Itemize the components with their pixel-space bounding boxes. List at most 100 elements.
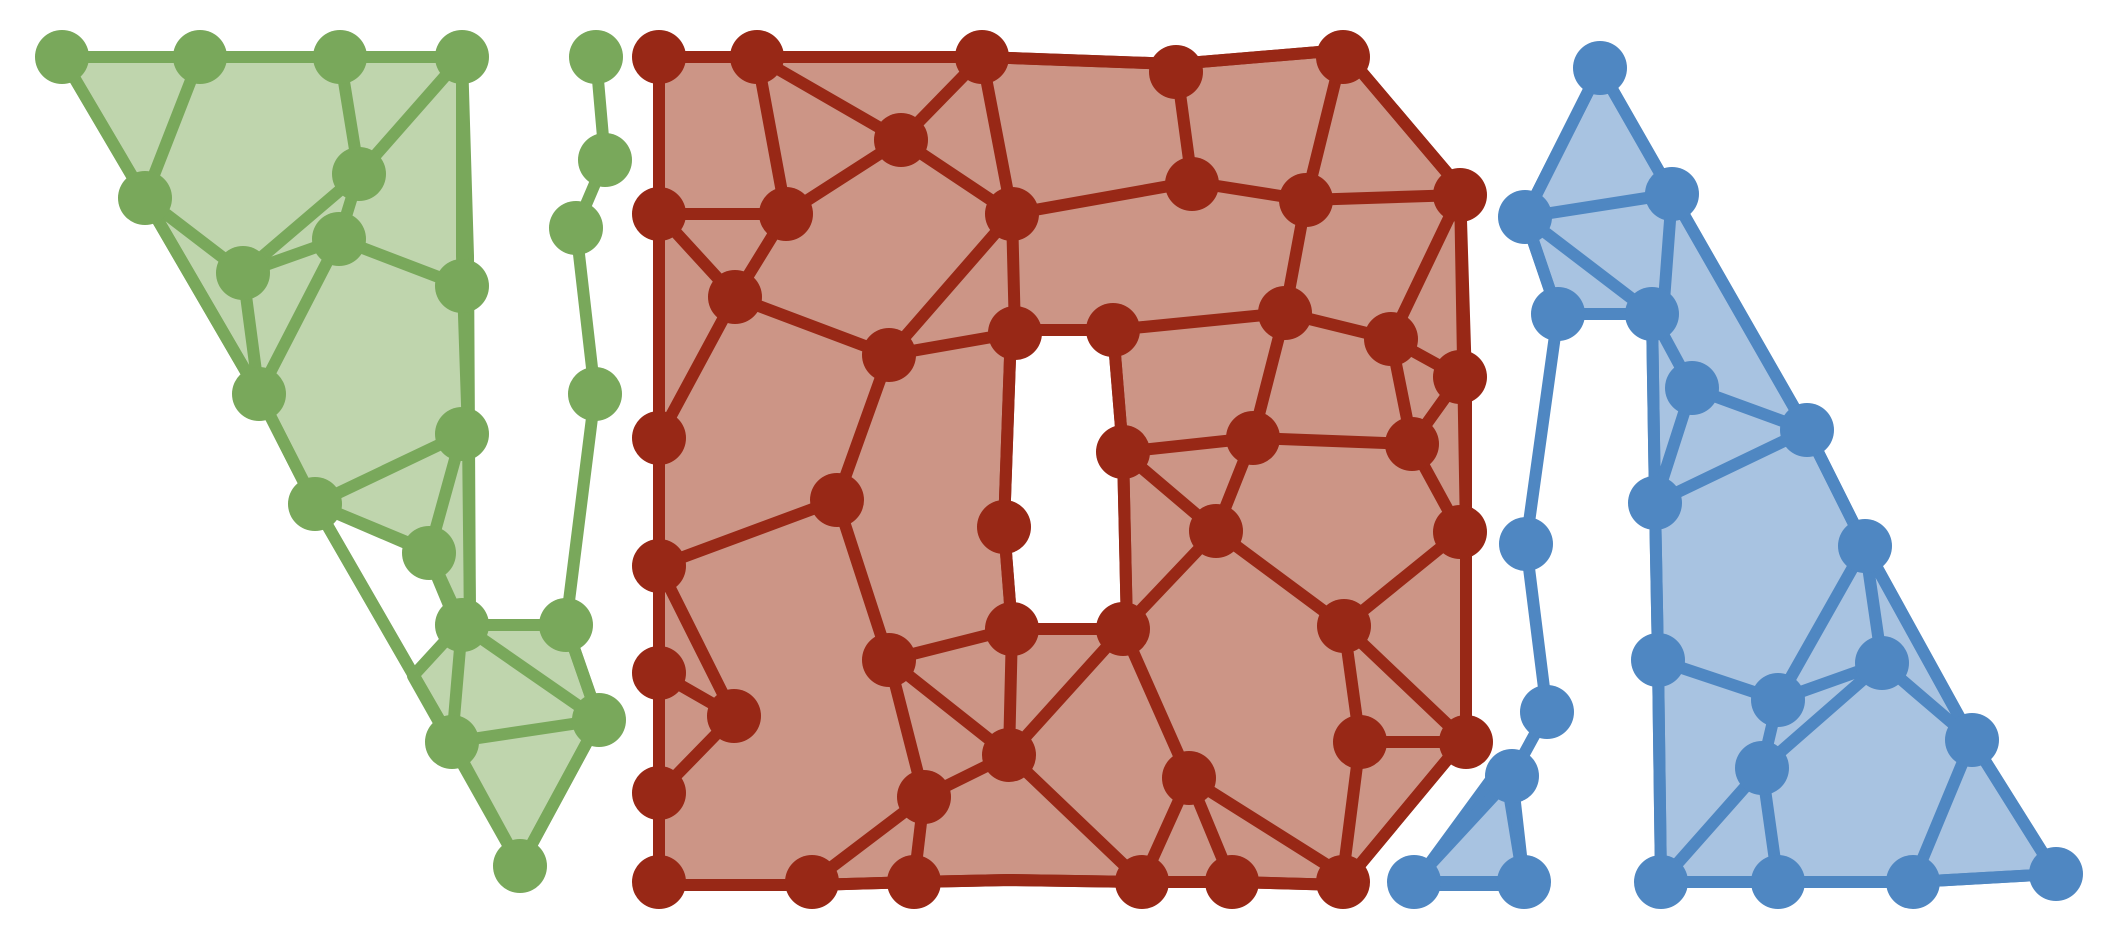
letter-o-edge xyxy=(729,291,895,361)
mesh-node xyxy=(539,598,593,652)
letter-v-nodes xyxy=(35,30,632,893)
letter-v-edge xyxy=(456,619,605,726)
mesh-node xyxy=(1751,673,1805,727)
mesh-node xyxy=(1385,417,1439,471)
mesh-node xyxy=(730,30,784,84)
mesh-node xyxy=(1628,476,1682,530)
mesh-node xyxy=(1162,751,1216,805)
letter-o-mesh xyxy=(632,30,1493,909)
mesh-node xyxy=(632,855,686,909)
mesh-node xyxy=(632,30,686,84)
mesh-node xyxy=(313,30,367,84)
mesh-node xyxy=(887,855,941,909)
mesh-node xyxy=(1317,599,1371,653)
mesh-node xyxy=(1520,685,1574,739)
mesh-node xyxy=(1258,286,1312,340)
mesh-node xyxy=(985,187,1039,241)
mesh-node xyxy=(435,598,489,652)
mesh-node xyxy=(707,689,761,743)
mesh-node xyxy=(874,113,928,167)
mesh-node xyxy=(435,407,489,461)
mesh-node xyxy=(810,473,864,527)
mesh-node xyxy=(1498,190,1552,244)
letter-a-mesh xyxy=(1387,41,2083,909)
mesh-node xyxy=(1645,167,1699,221)
mesh-node xyxy=(1485,749,1539,803)
mesh-node xyxy=(632,539,686,593)
mesh-node xyxy=(1631,633,1685,687)
letter-a-edge xyxy=(1772,540,1871,706)
letter-o-edge xyxy=(1183,772,1349,881)
mesh-node xyxy=(1364,312,1418,366)
mesh-node xyxy=(288,477,342,531)
letter-o-outline xyxy=(653,44,1472,891)
mesh-node xyxy=(1433,350,1487,404)
mesh-node xyxy=(1165,157,1219,211)
mesh-node xyxy=(1433,168,1487,222)
mesh-node xyxy=(1086,303,1140,357)
mesh-node xyxy=(1634,855,1688,909)
mesh-node xyxy=(2029,847,2083,901)
mesh-node xyxy=(549,201,603,255)
letter-o-edge xyxy=(653,560,740,722)
mesh-node xyxy=(1205,855,1259,909)
letter-o-edge xyxy=(1006,176,1198,220)
mesh-node xyxy=(1735,741,1789,795)
mesh-node xyxy=(1149,45,1203,99)
mesh-node xyxy=(1115,855,1169,909)
mesh-node xyxy=(1096,425,1150,479)
mesh-node xyxy=(1573,41,1627,95)
mesh-node xyxy=(1531,287,1585,341)
mesh-node xyxy=(578,133,632,187)
mesh-node xyxy=(632,646,686,700)
mesh-node xyxy=(35,30,89,84)
mesh-node xyxy=(1625,287,1679,341)
letter-v-mesh xyxy=(35,30,632,893)
mesh-node xyxy=(1096,602,1150,656)
mesh-node xyxy=(1333,715,1387,769)
mesh-node xyxy=(1226,411,1280,465)
mesh-node xyxy=(312,212,366,266)
mesh-node xyxy=(1780,403,1834,457)
letter-o-edge xyxy=(831,494,895,666)
mesh-node xyxy=(897,770,951,824)
mesh-node xyxy=(988,306,1042,360)
mesh-node xyxy=(862,328,916,382)
mesh-node xyxy=(1945,713,1999,767)
mesh-node xyxy=(435,30,489,84)
letter-o-edge xyxy=(751,51,907,146)
letter-o-edge xyxy=(883,208,1018,361)
mesh-node xyxy=(632,187,686,241)
letter-v-edge xyxy=(139,192,265,400)
mesh-node xyxy=(1855,636,1909,690)
mesh-node xyxy=(1838,519,1892,573)
mesh-node xyxy=(632,766,686,820)
mesh-node xyxy=(572,693,626,747)
letter-a-edge xyxy=(1649,424,1813,509)
mesh-node xyxy=(955,30,1009,84)
letter-o-edge xyxy=(1107,307,1291,336)
mesh-node xyxy=(568,367,622,421)
mesh-node xyxy=(493,839,547,893)
mesh-node xyxy=(332,147,386,201)
mesh-node xyxy=(632,411,686,465)
mesh-node xyxy=(1316,855,1370,909)
letter-v-edge xyxy=(309,498,458,748)
letter-o-edge xyxy=(1338,620,1472,748)
mesh-node xyxy=(1316,30,1370,84)
mesh-node xyxy=(1189,504,1243,558)
mesh-node xyxy=(977,500,1031,554)
mesh-node xyxy=(569,30,623,84)
mesh-node xyxy=(759,187,813,241)
mesh-node xyxy=(1751,855,1805,909)
mesh-node xyxy=(232,367,286,421)
letter-o-nodes xyxy=(632,30,1493,909)
mesh-node xyxy=(1279,173,1333,227)
mesh-node xyxy=(1433,505,1487,559)
letter-o-edge xyxy=(1003,623,1129,761)
mesh-node xyxy=(216,246,270,300)
mesh-node xyxy=(118,171,172,225)
mesh-node xyxy=(1499,517,1553,571)
letter-v-edge xyxy=(309,428,468,510)
